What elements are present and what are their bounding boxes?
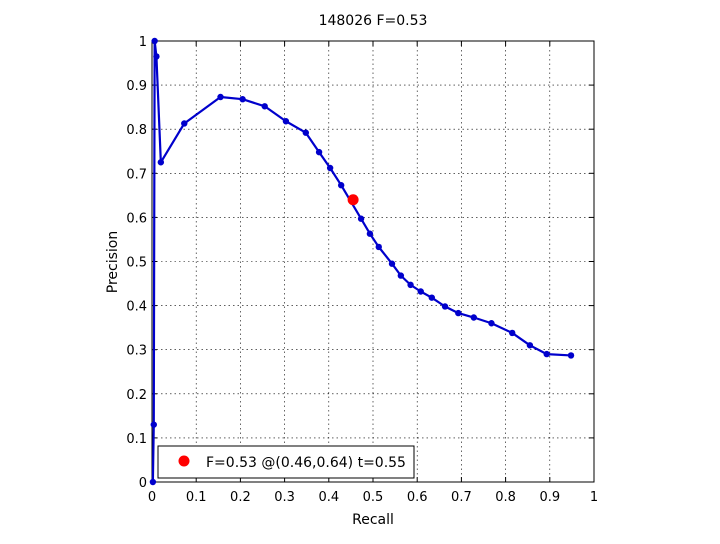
pr-curve-point — [366, 230, 374, 237]
x-tick-label: 0.1 — [186, 490, 207, 505]
x-tick-label: 0.6 — [407, 490, 428, 505]
pr-curve-point — [150, 421, 157, 428]
y-tick-label: 0.7 — [126, 167, 147, 182]
pr-curve-point — [151, 37, 158, 45]
chart-title: 148026 F=0.53 — [319, 13, 428, 29]
x-tick-label: 0.7 — [451, 490, 472, 505]
best-f-point — [347, 194, 359, 206]
y-tick-label: 0 — [139, 476, 147, 491]
x-tick-label: 0.3 — [274, 490, 295, 505]
pr-curve-point — [149, 478, 157, 486]
pr-curve-point — [375, 243, 382, 251]
pr-curve-point — [441, 303, 449, 310]
pr-curve-point — [153, 53, 160, 60]
pr-curve-point — [315, 148, 323, 156]
pr-curve-point — [407, 281, 414, 289]
y-tick-label: 0.9 — [126, 79, 147, 94]
pr-curve-point — [526, 342, 534, 349]
highlight-point-group — [347, 194, 359, 206]
pr-curve-point — [417, 288, 424, 295]
pr-curve-point — [239, 96, 246, 103]
legend-box — [157, 445, 415, 479]
x-tick-label: 1 — [590, 490, 598, 505]
x-axis-title: Recall — [352, 512, 394, 528]
x-tick-label: 0.8 — [495, 490, 516, 505]
pr-curve-point — [302, 129, 310, 136]
pr-curve-point — [157, 159, 165, 166]
data-series — [149, 37, 575, 486]
pr-curve-point — [337, 182, 345, 189]
pr-curve-point — [326, 164, 334, 172]
pr-curve-point — [397, 272, 405, 279]
x-tick-label: 0.2 — [230, 490, 251, 505]
y-tick-label: 0.1 — [126, 432, 147, 447]
pr-curve-point — [388, 260, 396, 267]
grid-lines — [152, 41, 594, 482]
pr-curve-point — [488, 320, 495, 327]
pr-curve-point — [470, 314, 477, 321]
y-tick-label: 0.6 — [126, 211, 147, 226]
pr-curve-point — [455, 309, 462, 317]
y-tick-label: 0.8 — [126, 123, 147, 138]
y-tick-label: 0.3 — [126, 344, 147, 359]
pr-curve-point — [282, 118, 290, 125]
pr-curve-point — [509, 329, 516, 337]
pr-curve-point — [261, 103, 268, 110]
x-tick-label: 0 — [148, 490, 156, 505]
y-tick-label: 0.2 — [126, 388, 147, 403]
y-axis-title: Precision — [105, 231, 121, 293]
pr-curve-point — [217, 93, 224, 101]
pr-curve-point — [357, 215, 365, 222]
x-tick-label: 0.5 — [363, 490, 384, 505]
x-tick-label: 0.9 — [539, 490, 560, 505]
y-tick-label: 0.5 — [126, 256, 147, 271]
pr-curve-point — [543, 350, 550, 358]
pr-curve-point — [567, 352, 575, 359]
legend-label: F=0.53 @(0.46,0.64) t=0.55 — [206, 455, 406, 471]
x-tick-labels: 0 0.1 0.2 0.3 0.4 0.5 0.6 0.7 0.8 0.9 1 — [148, 490, 598, 505]
legend-marker — [178, 455, 190, 467]
y-tick-label: 1 — [139, 35, 147, 50]
pr-curve-point — [181, 120, 188, 127]
y-tick-label: 0.4 — [126, 300, 147, 315]
x-tick-label: 0.4 — [318, 490, 339, 505]
pr-curve-point — [428, 294, 435, 301]
y-tick-labels: 0 0.1 0.2 0.3 0.4 0.5 0.6 0.7 0.8 0.9 1 — [126, 35, 147, 491]
legend: F=0.53 @(0.46,0.64) t=0.55 — [157, 445, 415, 479]
